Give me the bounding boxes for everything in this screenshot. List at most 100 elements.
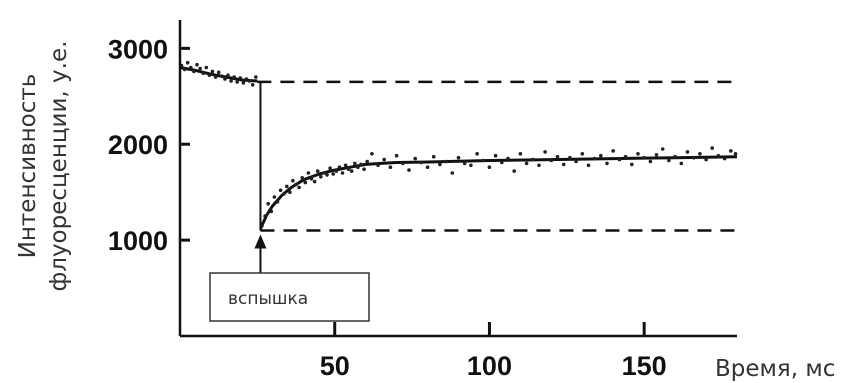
data-point [297,185,301,190]
data-point [250,83,255,87]
data-point [269,209,274,214]
data-point [487,165,492,169]
data-point [574,159,578,164]
data-point [315,169,320,173]
data-point [213,75,218,79]
data-point [685,150,690,154]
y-axis-title-line-2: флуоресценции, у.е. [46,41,72,292]
data-point [263,214,267,218]
data-point [291,178,295,183]
fit-curve [259,155,738,230]
data-point [444,159,448,164]
data-point [353,161,357,166]
data-point [425,165,430,169]
data-point [281,192,286,196]
data-point [704,157,708,162]
x-tick-label: 50 [320,351,350,381]
data-point [611,149,615,153]
data-point [673,154,677,159]
data-point [500,160,504,165]
data-point [349,169,354,173]
data-point [667,158,671,163]
data-point [605,161,609,166]
data-point [401,161,405,166]
data-point [636,152,640,156]
data-point [226,73,230,77]
x-axis-title: Время, мс [715,356,835,382]
data-point [328,166,332,170]
data-point [493,153,498,158]
data-point [407,168,411,172]
data-point [278,188,283,193]
data-point [531,157,535,162]
data-point [266,201,271,206]
data-point [623,154,628,159]
data-point [254,75,258,79]
data-point [300,176,305,180]
data-point [592,156,597,161]
data-point [195,62,199,67]
data-point [518,152,523,156]
y-axis-ticks: 1000 2000 3000 [108,34,190,256]
data-point [312,179,317,184]
data-point [334,169,339,173]
data-point [285,184,289,189]
data-point [660,147,665,151]
data-point [419,160,424,165]
data-point [537,163,541,168]
data-point [356,165,360,169]
data-point [654,153,659,157]
data-point [247,79,252,83]
data-point [343,163,348,168]
data-point [340,171,345,175]
data-point [549,158,554,163]
data-point [201,71,205,76]
data-point [223,77,227,81]
data-point [456,155,461,160]
y-tick-label: 1000 [108,226,168,256]
y-tick-label: 3000 [108,34,168,64]
data-point [733,152,738,156]
data-point [346,167,351,171]
data-point [238,76,243,80]
data-point [359,162,363,167]
data-point [244,77,249,81]
data-point [319,175,323,179]
data-point [394,153,399,158]
data-point [185,60,190,65]
data-point [207,73,212,77]
data-point [322,171,326,175]
data-point [210,69,215,74]
flash-arrow-head [254,234,267,249]
data-point [698,152,702,156]
data-point [580,152,585,156]
data-point [388,165,393,169]
data-point [506,156,510,161]
data-point [229,79,233,83]
data-point [232,75,236,79]
data-point [599,153,603,158]
x-tick-label: 100 [467,351,512,381]
data-point [220,74,224,78]
reference-lines [257,80,737,232]
y-tick-label: 2000 [108,130,168,160]
data-point [288,190,292,194]
data-point [337,165,342,169]
data-point [192,69,196,74]
data-point [325,173,329,177]
data-point [512,169,516,173]
data-point [331,172,336,176]
data-point [555,154,560,159]
data-point [413,156,418,161]
x-tick-label: 150 [622,351,667,381]
data-point [235,80,239,84]
data-point [568,155,572,160]
flash-annotation-label: вспышка [228,289,308,309]
data-point [306,171,311,175]
data-point [362,167,366,171]
data-point [716,153,721,158]
data-point [275,200,280,204]
data-points [179,60,738,228]
data-point [303,180,308,185]
data-point [382,157,387,162]
